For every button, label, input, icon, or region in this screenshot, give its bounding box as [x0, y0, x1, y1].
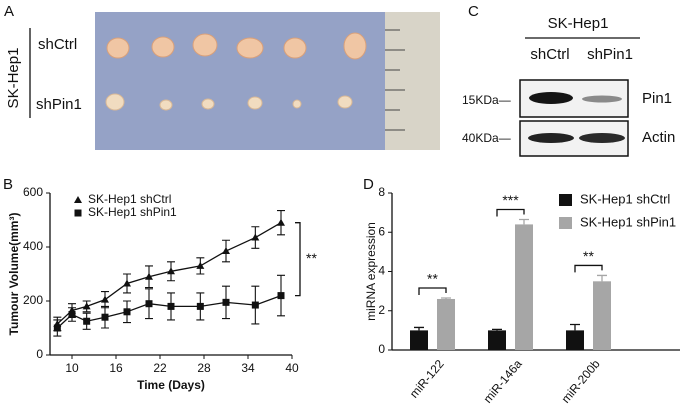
error-bar [492, 328, 502, 331]
y-axis-label: miRNA expression [364, 222, 378, 321]
bar [488, 330, 506, 350]
marker-label: 40KDa— [462, 131, 511, 145]
marker [277, 218, 285, 226]
x-tick-label: 22 [153, 361, 167, 375]
marker [251, 301, 259, 309]
marker [145, 272, 153, 280]
bar [437, 298, 455, 350]
protein-label: Pin1 [642, 90, 672, 107]
error-bar [570, 323, 580, 331]
panel-label: C [468, 3, 479, 20]
y-tick-label: 8 [378, 185, 385, 199]
x-axis-label: Time (Days) [137, 378, 205, 392]
marker [68, 311, 76, 318]
marker [196, 261, 205, 269]
marker [83, 317, 91, 325]
line [56, 294, 282, 329]
significance-bracket [418, 287, 447, 295]
marker-label: 15KDa— [462, 93, 511, 107]
bar [410, 330, 428, 350]
significance-label: *** [502, 192, 519, 208]
x-tick-label: 10 [65, 361, 79, 375]
panel-label: A [4, 3, 14, 20]
protein-label: Actin [642, 129, 675, 146]
marker [167, 302, 175, 310]
bar [515, 224, 533, 350]
y-tick-label: 6 [378, 224, 385, 238]
y-tick-label: 600 [23, 185, 43, 199]
y-tick-label: 400 [23, 239, 43, 253]
marker [82, 302, 91, 310]
marker [222, 247, 230, 255]
x-tick-label: miR-146a [481, 357, 525, 406]
marker [123, 308, 131, 316]
legend-marker [74, 196, 82, 203]
bar [566, 330, 584, 350]
legend-swatch [559, 217, 572, 229]
bar [593, 281, 611, 350]
lane-label: shCtrl [530, 46, 569, 63]
y-tick-label: 4 [378, 264, 385, 278]
significance-label: ** [583, 248, 594, 264]
marker [145, 300, 153, 308]
panel-label: D [363, 176, 374, 193]
x-tick-label: miR-200b [559, 357, 603, 406]
cell-line-label: SK-Hep1 [5, 48, 22, 109]
marker [251, 233, 260, 241]
x-tick-label: miR-122 [407, 357, 447, 401]
row-label: shPin1 [36, 96, 82, 113]
western-blot [519, 79, 629, 157]
significance-bracket [574, 264, 603, 273]
significance-bracket [496, 208, 525, 217]
y-tick-label: 0 [378, 342, 385, 356]
panel-label: B [3, 176, 13, 193]
marker [277, 292, 285, 300]
y-tick-label: 0 [36, 347, 43, 361]
x-tick-label: 34 [241, 361, 255, 375]
y-axis-label: Tumour Volume(mm³) [7, 213, 21, 336]
y-tick-label: 2 [378, 303, 385, 317]
significance-bracket [295, 222, 301, 297]
legend-label: SK-Hep1 shCtrl [580, 191, 670, 206]
x-tick-label: 16 [109, 361, 123, 375]
legend-label: SK-Hep1 shPin1 [580, 214, 676, 229]
marker [53, 324, 61, 332]
marker [196, 302, 204, 310]
error-bar [597, 274, 607, 282]
marker [222, 298, 230, 306]
error-bar [414, 326, 424, 331]
lane-label: shPin1 [587, 46, 633, 63]
marker [101, 295, 109, 303]
y-tick-label: 200 [23, 293, 43, 307]
cell-line-label: SK-Hep1 [548, 15, 609, 32]
tumor-photo [95, 12, 440, 150]
legend-label: SK-Hep1 shPin1 [88, 205, 177, 219]
x-tick-label: 40 [285, 361, 299, 375]
significance-label: ** [427, 271, 438, 287]
error-bar [441, 297, 451, 299]
row-label: shCtrl [38, 36, 77, 53]
marker [167, 267, 175, 275]
x-tick-label: 28 [197, 361, 211, 375]
marker [101, 313, 109, 321]
marker [123, 279, 131, 287]
legend-label: SK-Hep1 shCtrl [88, 192, 171, 206]
legend-swatch [559, 194, 572, 206]
error-bar [519, 218, 529, 225]
legend-marker [74, 209, 82, 217]
significance-label: ** [306, 250, 317, 266]
